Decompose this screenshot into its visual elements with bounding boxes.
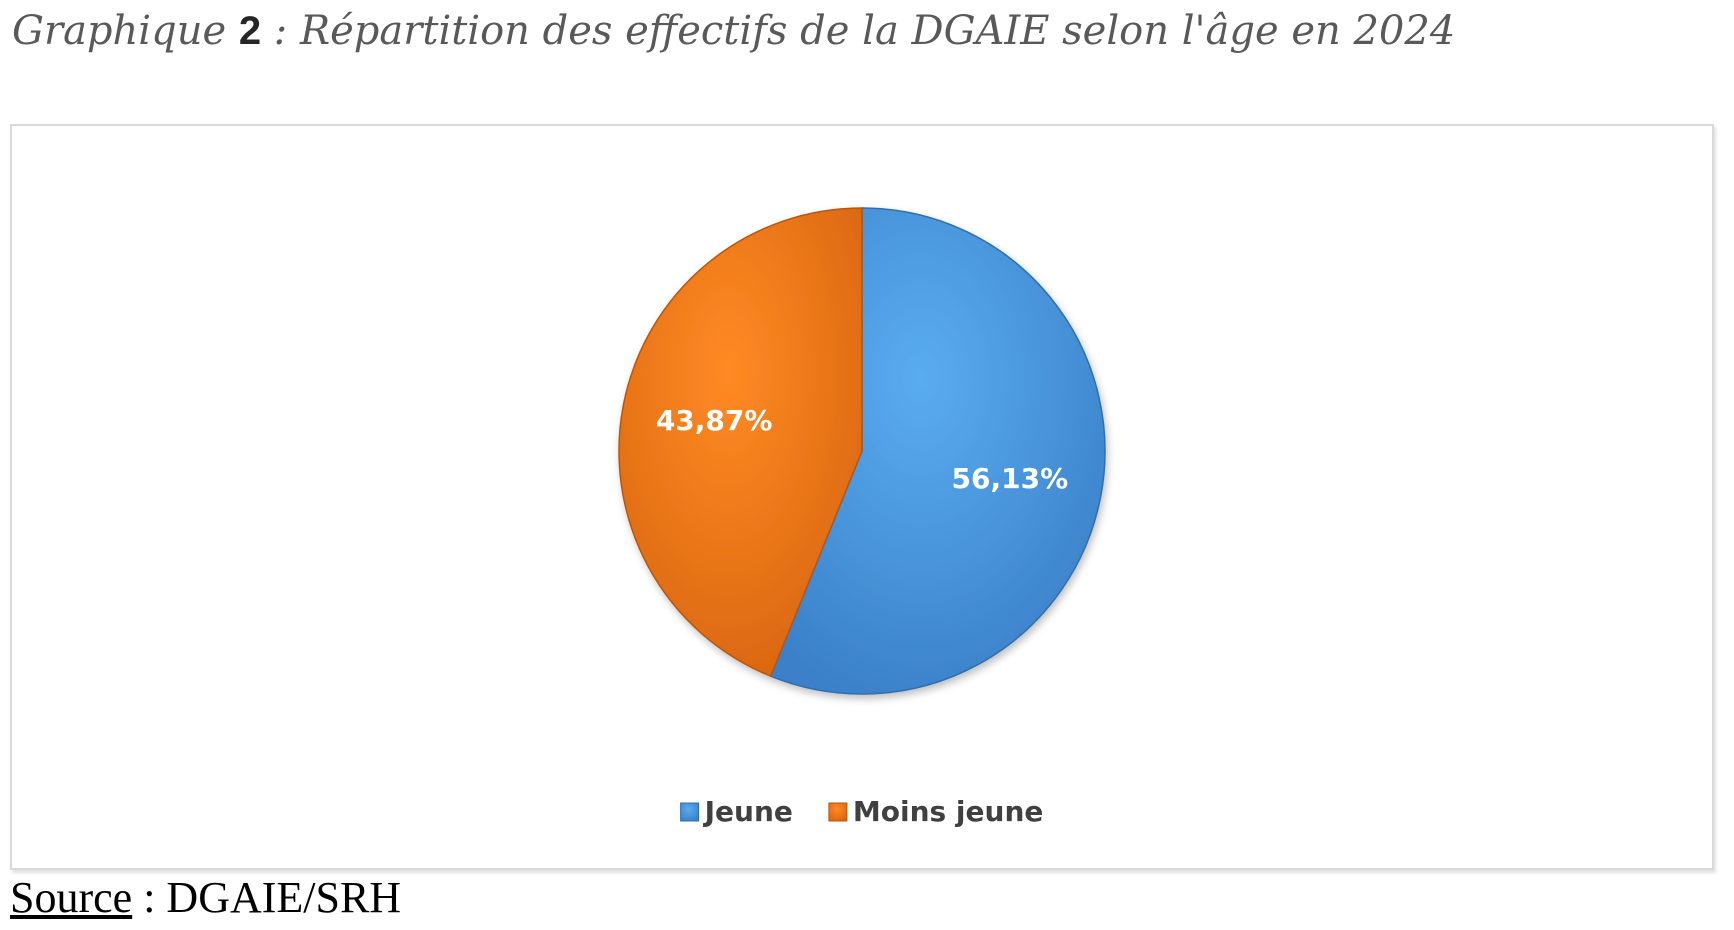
legend-swatch-moins-jeune <box>828 802 848 822</box>
chart-area: 56,13% 43,87% Jeune Moins jeune <box>10 124 1714 870</box>
figure-caption: Graphique 2 : Répartition des effectifs … <box>12 8 1455 54</box>
data-label-jeune: 56,13% <box>952 462 1069 495</box>
caption-text: : Répartition des effectifs de la DGAIE … <box>261 8 1456 54</box>
pie-slice-jeune <box>769 207 1106 695</box>
data-label-moins-jeune: 43,87% <box>656 404 773 437</box>
pie-slice-moins-jeune <box>618 207 863 678</box>
source-note: Source : DGAIE/SRH <box>10 872 401 923</box>
pie-chart: 56,13% 43,87% Jeune Moins jeune <box>618 207 1106 828</box>
caption-number: 2 <box>238 9 262 53</box>
legend-swatch-jeune <box>680 802 700 822</box>
source-label: Source <box>10 873 133 922</box>
legend-label-jeune: Jeune <box>703 795 793 828</box>
source-text: : DGAIE/SRH <box>132 873 402 922</box>
caption-prefix: Graphique <box>12 8 227 54</box>
legend-label-moins-jeune: Moins jeune <box>853 795 1044 828</box>
legend-item-jeune: Jeune <box>680 795 793 828</box>
legend-item-moins-jeune: Moins jeune <box>828 795 1044 828</box>
